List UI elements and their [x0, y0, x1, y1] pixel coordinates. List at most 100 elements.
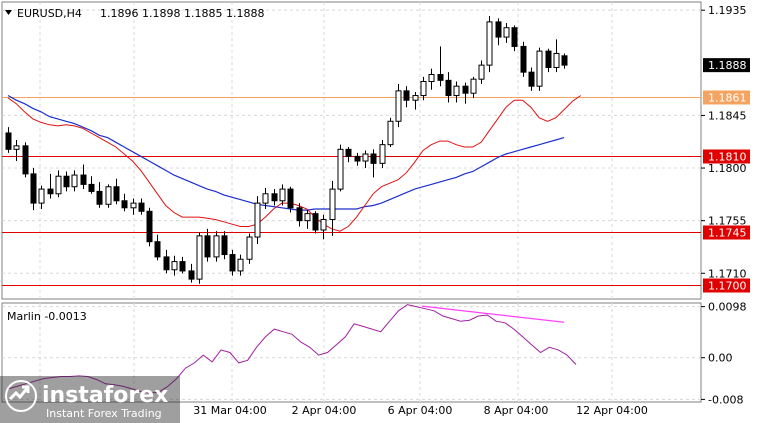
bear-candle — [5, 132, 12, 150]
bear-candle — [271, 193, 278, 202]
bear-candle — [370, 153, 377, 164]
bear-candle — [121, 200, 128, 209]
logo-name: instaforex — [42, 383, 168, 408]
bull-candle — [254, 202, 261, 238]
main-pane-frame — [1, 1, 702, 300]
bull-candle — [196, 235, 203, 280]
bear-candle — [345, 148, 352, 157]
bear-candle — [63, 175, 70, 188]
level-tags: 1.1861 1.1810 1.1745 1.1700 1.1888 — [703, 58, 750, 293]
bull-candle — [362, 153, 369, 162]
bull-candle — [395, 90, 402, 122]
grid — [2, 2, 701, 402]
bear-candle — [403, 90, 410, 101]
bear-candle — [445, 79, 452, 97]
current-price-label: 1.1888 — [708, 59, 747, 72]
bear-candle — [511, 27, 518, 47]
indicator-tick-label: 0.0098 — [708, 301, 747, 314]
bear-candle — [30, 173, 37, 204]
bull-candle — [337, 148, 344, 190]
level-tag — [703, 225, 750, 240]
bear-candle — [80, 174, 87, 185]
level-tag-label: 1.1745 — [708, 227, 747, 240]
bull-candle — [470, 78, 477, 94]
bull-candle — [55, 175, 62, 195]
price-tick-label: 1.1845 — [708, 109, 747, 122]
bear-candle — [22, 145, 29, 175]
level-tag-label: 1.1810 — [708, 151, 747, 164]
bear-candle — [179, 261, 186, 272]
bull-candle — [171, 261, 178, 271]
bear-candle — [528, 71, 535, 87]
bull-candle — [553, 52, 560, 68]
price-tick-label: 1.1755 — [708, 215, 747, 228]
level-tag — [703, 149, 750, 164]
levels — [2, 97, 701, 286]
bull-candle — [71, 174, 78, 188]
bull-candle — [304, 213, 311, 222]
bull-candle — [536, 50, 543, 87]
bull-candle — [213, 235, 220, 258]
bull-candle — [237, 258, 244, 272]
bear-candle — [154, 241, 161, 258]
indicator-pane-frame — [1, 302, 702, 403]
time-label: 12 Apr 04:00 — [576, 404, 648, 417]
bull-candle — [130, 202, 137, 209]
level-tag-label: 1.1861 — [708, 92, 747, 105]
time-label: 31 Mar 04:00 — [193, 404, 266, 417]
current-price-tag — [703, 58, 750, 73]
marlin-line — [7, 304, 577, 394]
price-tick-label: 1.1935 — [708, 4, 747, 17]
bull-candle — [478, 64, 485, 80]
bear-candle — [96, 190, 103, 205]
bull-candle — [329, 188, 336, 220]
bear-candle — [354, 155, 361, 162]
bull-candle — [412, 95, 419, 101]
main-chart-title: EURUSD,H4 — [17, 7, 82, 20]
bear-candle — [138, 202, 145, 212]
bull-candle — [13, 145, 20, 150]
bear-candle — [495, 21, 502, 38]
price-axis: 1.1935 1.1845 1.1800 1.1755 1.1710 — [701, 4, 747, 280]
bear-candle — [462, 85, 469, 94]
bear-candle — [229, 254, 236, 272]
indicator-title: Marlin -0.0013 — [7, 310, 87, 323]
ohlc-values: 1.1896 1.1898 1.1885 1.1888 — [100, 7, 264, 20]
brand-logo: instaforex Instant Forex Trading — [0, 376, 180, 423]
bull-candle — [428, 73, 435, 83]
bear-candle — [312, 213, 319, 231]
bear-candle — [545, 50, 552, 68]
bear-candle — [561, 55, 568, 66]
price-tick-label: 1.1710 — [708, 267, 747, 280]
marlin-indicator: 0.0098 0.00 -0.008 — [7, 301, 747, 406]
red-moving-average — [7, 95, 581, 232]
bull-candle — [453, 85, 460, 97]
bear-candle — [437, 73, 444, 81]
bear-candle — [204, 235, 211, 258]
bear-candle — [221, 235, 228, 256]
bull-candle — [262, 193, 269, 204]
indicator-tick-label: -0.008 — [708, 393, 743, 406]
level-tag — [703, 278, 750, 293]
bull-candle — [486, 21, 493, 66]
bull-candle — [279, 188, 286, 202]
level-tag — [703, 90, 750, 105]
collapse-arrow-icon[interactable] — [5, 10, 12, 15]
bear-candle — [188, 270, 195, 280]
logo-tagline: Instant Forex Trading — [46, 407, 162, 420]
price-tick-label: 1.1800 — [708, 162, 747, 175]
bear-candle — [287, 188, 294, 209]
bull-candle — [105, 186, 112, 205]
time-label: 2 Apr 04:00 — [292, 404, 357, 417]
logo-mark-icon — [5, 380, 37, 412]
bull-candle — [246, 236, 253, 260]
bear-candle — [88, 183, 95, 192]
bear-candle — [296, 207, 303, 222]
bull-candle — [320, 218, 327, 231]
bear-candle — [163, 256, 170, 271]
moving-averages — [7, 94, 581, 232]
time-label: 8 Apr 04:00 — [484, 404, 549, 417]
bear-candle — [113, 186, 120, 202]
